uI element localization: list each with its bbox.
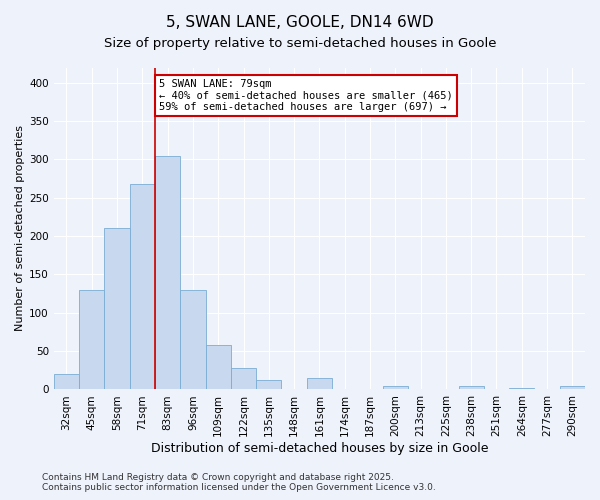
- Bar: [256, 380, 281, 390]
- Bar: [383, 386, 408, 390]
- Bar: [206, 345, 231, 390]
- Bar: [104, 228, 130, 390]
- Bar: [79, 290, 104, 390]
- Bar: [155, 156, 180, 390]
- Y-axis label: Number of semi-detached properties: Number of semi-detached properties: [15, 126, 25, 332]
- Bar: [307, 378, 332, 390]
- Text: Size of property relative to semi-detached houses in Goole: Size of property relative to semi-detach…: [104, 38, 496, 51]
- Bar: [231, 368, 256, 390]
- Bar: [458, 386, 484, 390]
- Text: Contains HM Land Registry data © Crown copyright and database right 2025.
Contai: Contains HM Land Registry data © Crown c…: [42, 473, 436, 492]
- Bar: [54, 374, 79, 390]
- Bar: [130, 184, 155, 390]
- Bar: [560, 386, 585, 390]
- Text: 5 SWAN LANE: 79sqm
← 40% of semi-detached houses are smaller (465)
59% of semi-d: 5 SWAN LANE: 79sqm ← 40% of semi-detache…: [159, 79, 452, 112]
- Bar: [509, 388, 535, 390]
- Bar: [180, 290, 206, 390]
- X-axis label: Distribution of semi-detached houses by size in Goole: Distribution of semi-detached houses by …: [151, 442, 488, 455]
- Text: 5, SWAN LANE, GOOLE, DN14 6WD: 5, SWAN LANE, GOOLE, DN14 6WD: [166, 15, 434, 30]
